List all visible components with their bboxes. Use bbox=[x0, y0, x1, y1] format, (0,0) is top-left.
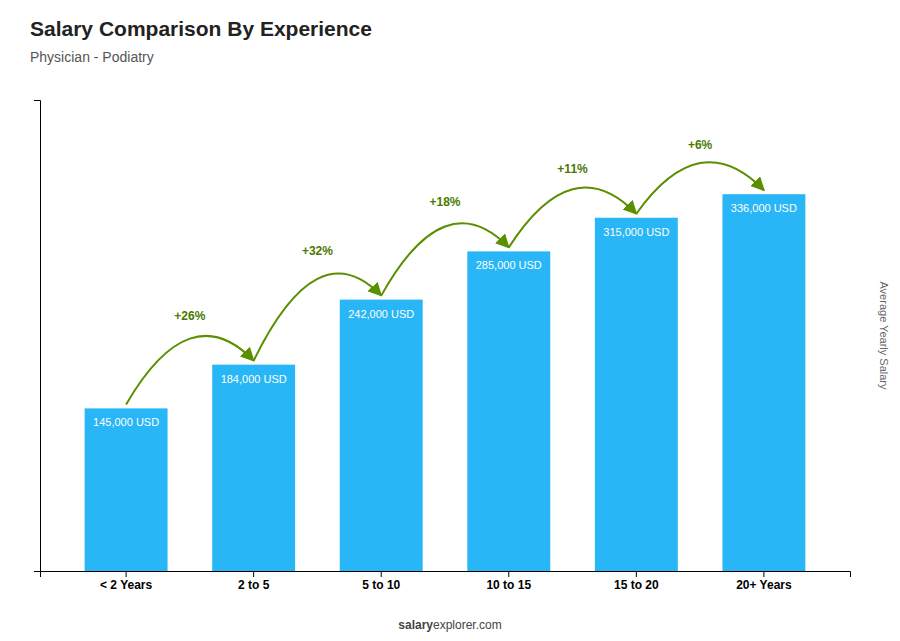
bar bbox=[722, 194, 805, 571]
title: Salary Comparison By Experience bbox=[30, 17, 372, 40]
x-tick-label: 2 to 5 bbox=[238, 578, 270, 592]
change-label: +11% bbox=[557, 162, 588, 176]
x-axis-line bbox=[41, 572, 851, 578]
x-tick-label: 20+ Years bbox=[736, 578, 792, 592]
value-label: 336,000 USD bbox=[731, 202, 797, 214]
x-tick: 5 to 10 bbox=[362, 571, 400, 592]
x-tick: 15 to 20 bbox=[614, 571, 659, 592]
bar bbox=[212, 365, 295, 571]
change-annotations: +26% +32% +18% +11% +6% bbox=[126, 138, 764, 404]
chart: Salary Comparison By Experience Physician… bbox=[0, 0, 900, 641]
x-tick-mark bbox=[253, 571, 254, 577]
change-label: +32% bbox=[302, 244, 333, 258]
x-tick-mark bbox=[126, 571, 127, 577]
value-label: 315,000 USD bbox=[603, 226, 669, 238]
x-tick: 10 to 15 bbox=[486, 571, 531, 592]
x-tick: 2 to 5 bbox=[238, 571, 270, 592]
watermark: salaryexplorer.com bbox=[398, 618, 501, 632]
y-axis-title: Average Yearly Salary bbox=[878, 281, 890, 390]
x-tick: 20+ Years bbox=[736, 571, 792, 592]
x-tick: < 2 Years bbox=[100, 571, 152, 592]
change-arrow bbox=[381, 223, 509, 295]
value-label: 242,000 USD bbox=[348, 308, 414, 320]
x-tick-mark bbox=[508, 571, 509, 577]
x-tick-label: 5 to 10 bbox=[362, 578, 400, 592]
change-arrow bbox=[254, 274, 382, 361]
x-axis: < 2 Years 2 to 5 5 to 10 10 to 15 15 to 20 20… bbox=[41, 571, 851, 592]
x-tick-label: < 2 Years bbox=[100, 578, 152, 592]
bars bbox=[85, 194, 806, 571]
value-label: 285,000 USD bbox=[476, 259, 542, 271]
bar bbox=[340, 300, 423, 571]
watermark-part: explorer.com bbox=[433, 618, 502, 632]
change-label: +6% bbox=[688, 138, 713, 152]
value-label: 184,000 USD bbox=[221, 373, 287, 385]
x-tick-label: 15 to 20 bbox=[614, 578, 659, 592]
x-tick-mark bbox=[636, 571, 637, 577]
change-label: +18% bbox=[429, 195, 460, 209]
change-arrow bbox=[509, 187, 637, 247]
y-axis-line bbox=[34, 101, 41, 572]
change-label: +26% bbox=[174, 309, 205, 323]
bar bbox=[595, 218, 678, 571]
bar bbox=[467, 251, 550, 571]
subtitle: Physician - Podiatry bbox=[30, 49, 154, 65]
x-tick-mark bbox=[763, 571, 764, 577]
change-arrow bbox=[636, 162, 764, 214]
value-labels: 145,000 USD 184,000 USD 242,000 USD 285,000… bbox=[93, 202, 797, 428]
y-axis bbox=[34, 101, 41, 572]
x-tick-label: 10 to 15 bbox=[486, 578, 531, 592]
bar bbox=[85, 408, 168, 571]
plot: < 2 Years 2 to 5 5 to 10 10 to 15 15 to 20 20… bbox=[34, 101, 851, 592]
watermark-part: salary bbox=[398, 618, 433, 632]
value-label: 145,000 USD bbox=[93, 416, 159, 428]
change-arrow bbox=[126, 336, 254, 405]
x-tick-mark bbox=[381, 571, 382, 577]
